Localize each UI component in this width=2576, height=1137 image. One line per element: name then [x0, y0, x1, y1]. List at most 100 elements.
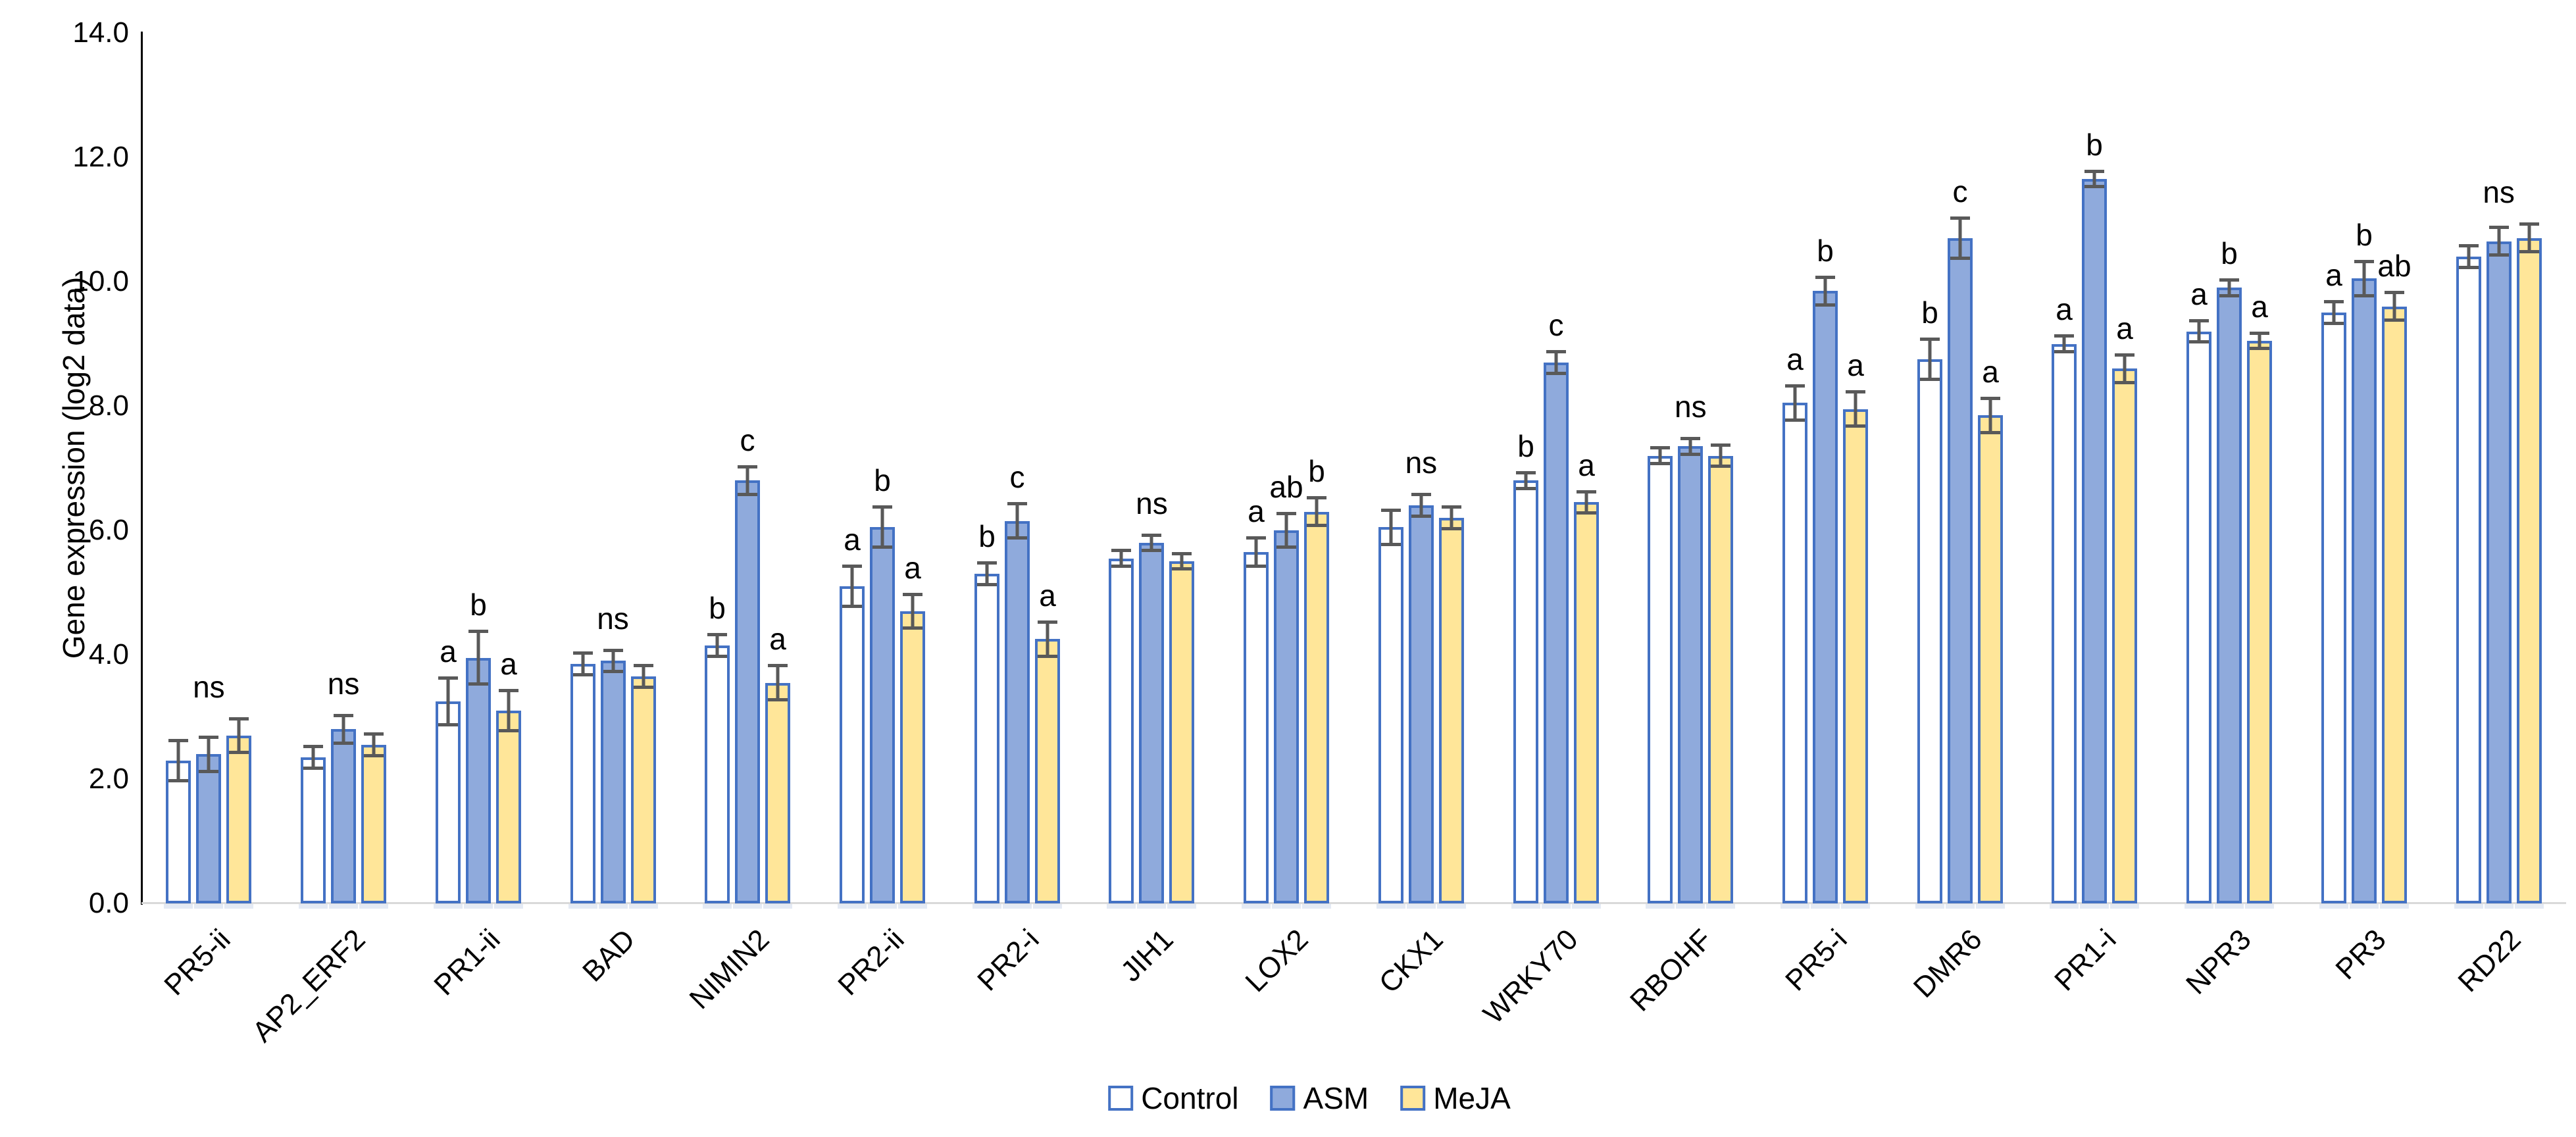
legend-label: MeJA [1433, 1081, 1511, 1115]
error-bar-stem [1119, 549, 1123, 568]
error-bar-cap [438, 722, 458, 726]
error-bar-stem [985, 561, 989, 587]
significance-letter: ab [1269, 469, 1303, 504]
error-bar [2519, 222, 2539, 254]
error-bar [977, 561, 997, 587]
bar-shadow [1811, 904, 1840, 909]
error-bar-cap [1111, 549, 1131, 553]
bar-asm-PR5-ii [196, 754, 221, 903]
legend-item-meja: MeJA [1400, 1080, 1511, 1116]
error-bar-stem [611, 648, 615, 674]
y-tick-label: 10.0 [72, 265, 129, 297]
error-bar-cap [303, 766, 323, 770]
error-bar [2189, 318, 2209, 344]
error-bar-cap [2489, 253, 2509, 257]
error-bar-stem [176, 738, 180, 782]
error-bar-stem [1389, 508, 1393, 546]
error-bar-cap [1650, 446, 1670, 450]
bar-control-WRKY70 [1513, 480, 1538, 903]
bar-shadow [1646, 904, 1675, 909]
legend-item-asm: ASM [1270, 1080, 1369, 1116]
bar-shadow [1976, 904, 2005, 909]
error-bar-cap [1950, 256, 1970, 260]
error-bar-cap [1111, 564, 1131, 568]
bar-asm-CKX1 [1409, 505, 1434, 903]
bar-control-DMR6 [1917, 359, 1942, 903]
bar-shadow [703, 904, 732, 909]
significance-letter: a [440, 634, 457, 669]
bar-meja-RD22 [2517, 238, 2542, 903]
significance-ns: ns [1405, 445, 1438, 480]
bar-shadow [2215, 904, 2244, 909]
significance-letter: b [874, 463, 891, 498]
bar-shadow [2050, 904, 2079, 909]
error-bar [1981, 396, 2000, 434]
bar-control-NIMIN2 [705, 645, 730, 903]
significance-letter: a [1982, 354, 1999, 389]
legend-swatch-meja [1400, 1086, 1426, 1111]
bar-asm-PR5-i [1813, 291, 1838, 903]
error-bar-stem [2332, 300, 2336, 326]
bar-asm-LOX2 [1274, 530, 1299, 903]
error-bar-stem [745, 465, 749, 497]
error-bar-cap [842, 605, 862, 609]
error-bar-stem [311, 745, 315, 770]
error-bar-cap [2084, 169, 2104, 173]
error-bar-cap [768, 664, 788, 668]
error-bar-cap [1920, 378, 1940, 382]
bar-shadow [2380, 904, 2409, 909]
x-axis-baseline [141, 902, 2566, 904]
error-bar-cap [872, 505, 892, 509]
bar-shadow [1572, 904, 1601, 909]
bar-shadow [599, 904, 628, 909]
bar-shadow [2245, 904, 2274, 909]
significance-letter: b [709, 590, 726, 625]
y-tick-label: 8.0 [88, 390, 129, 422]
bar-shadow [1676, 904, 1705, 909]
error-bar-cap [2189, 318, 2209, 322]
bar-shadow [434, 904, 463, 909]
error-bar-stem [1450, 505, 1453, 530]
legend-label: ASM [1303, 1081, 1369, 1115]
error-bar-stem [2197, 318, 2201, 344]
y-tick-label: 2.0 [88, 763, 129, 795]
error-bar-cap [1381, 542, 1401, 546]
error-bar [364, 732, 384, 757]
error-bar-cap [1142, 549, 1161, 553]
error-bar [842, 564, 862, 609]
error-bar-cap [1007, 502, 1027, 506]
bar-asm-AP2_ERF2 [331, 729, 356, 903]
error-bar-cap [1680, 452, 1700, 456]
error-bar-cap [1007, 536, 1027, 540]
significance-letter: ab [2377, 249, 2412, 284]
significance-ns: ns [2483, 175, 2515, 210]
error-bar-cap [2459, 244, 2479, 248]
bar-control-PR3 [2321, 313, 2346, 903]
error-bar-stem [507, 688, 511, 733]
y-tick-label: 14.0 [72, 16, 129, 49]
significance-ns: ns [193, 669, 225, 704]
error-bar-stem [476, 630, 480, 686]
error-bar [1516, 471, 1536, 490]
error-bar-stem [2123, 353, 2127, 384]
significance-letter: a [1248, 494, 1265, 529]
error-bar-stem [446, 676, 450, 726]
bar-shadow [1946, 904, 1975, 909]
error-bar-cap [1981, 430, 2000, 434]
error-bar [468, 630, 488, 686]
bar-asm-DMR6 [1948, 238, 1973, 903]
significance-letter: a [1039, 578, 1056, 613]
significance-letter: a [2325, 258, 2342, 293]
bar-asm-RD22 [2487, 241, 2512, 903]
error-bar-cap [1546, 349, 1566, 353]
significance-letter: a [2056, 292, 2073, 327]
bar-shadow [1780, 904, 1809, 909]
significance-ns: ns [327, 666, 360, 701]
bar-shadow [1137, 904, 1166, 909]
error-bar-cap [438, 676, 458, 680]
bar-shadow [1915, 904, 1944, 909]
error-bar-cap [468, 682, 488, 686]
error-bar-cap [707, 632, 727, 636]
error-bar-stem [776, 664, 780, 701]
error-bar-cap [303, 745, 323, 749]
